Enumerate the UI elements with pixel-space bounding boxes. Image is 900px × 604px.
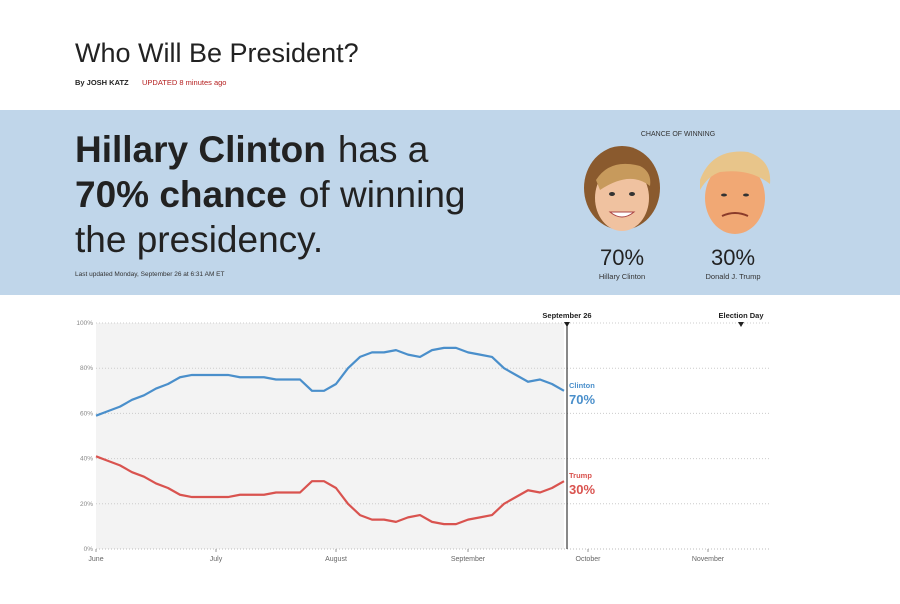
- annotation: Election Day: [718, 311, 764, 320]
- x-tick-label: July: [210, 556, 223, 563]
- candidate-name: Hillary Clinton: [599, 272, 645, 281]
- candidate-name: Donald J. Trump: [705, 272, 760, 281]
- headline-bold: 70% chance: [75, 174, 287, 215]
- candidate-chance: 30%: [711, 245, 755, 270]
- updated: UPDATED 8 minutes ago: [142, 78, 226, 87]
- annotation: September 26: [542, 311, 591, 320]
- x-tick-label: September: [451, 556, 486, 563]
- history-shade: [96, 323, 564, 549]
- y-tick-label: 100%: [76, 320, 93, 327]
- value-label: 70%: [569, 392, 595, 407]
- y-tick-label: 0%: [84, 546, 94, 553]
- headline-text: has a: [338, 129, 429, 170]
- clinton-face: [584, 146, 660, 231]
- headline-bold: Hillary Clinton: [75, 129, 326, 170]
- y-tick-label: 60%: [80, 410, 93, 417]
- series-line: [95, 455, 565, 526]
- value-label: 30%: [569, 482, 595, 497]
- series-name: Trump: [569, 471, 592, 480]
- y-tick-label: 20%: [80, 501, 93, 508]
- x-tick-label: June: [88, 556, 103, 563]
- trump-face: [700, 151, 771, 234]
- chance-label: CHANCE OF WINNING: [641, 131, 715, 138]
- series-name: Clinton: [569, 381, 595, 390]
- headline-line: the presidency.: [75, 219, 323, 260]
- x-tick-label: October: [576, 556, 602, 563]
- y-tick-label: 80%: [80, 365, 93, 372]
- byline: By JOSH KATZ: [75, 78, 129, 87]
- series-line: [95, 346, 565, 417]
- page-title: Who Will Be President?: [75, 38, 359, 68]
- x-tick-label: August: [325, 556, 347, 563]
- y-tick-label: 40%: [80, 456, 93, 463]
- candidate-chance: 70%: [600, 245, 644, 270]
- last-updated: Last updated Monday, September 26 at 6:3…: [75, 271, 225, 278]
- headline-line: Hillary Clinton has a: [75, 129, 429, 170]
- annotation-marker: [738, 322, 744, 327]
- x-tick-label: November: [692, 556, 725, 563]
- headline-line: 70% chance of winning: [75, 174, 465, 215]
- headline-text: of winning: [299, 174, 466, 215]
